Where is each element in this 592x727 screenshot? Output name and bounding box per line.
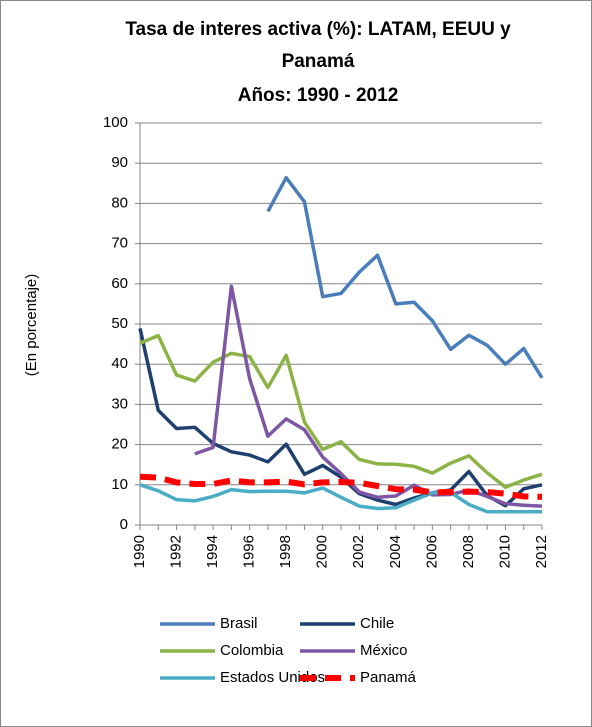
y-tick-label: 90 [111, 154, 128, 171]
chart-subtitle: Años: 1990 - 2012 [237, 85, 399, 106]
series-line [266, 175, 544, 379]
x-tick-label: 2000 [314, 535, 331, 568]
y-tick-label: 80 [111, 194, 128, 211]
x-tick-label: 1998 [277, 535, 294, 568]
y-tick-label: 60 [111, 275, 128, 292]
legend-label: Estados Unidos [220, 669, 325, 686]
x-tick-label: 1996 [241, 535, 258, 568]
y-tick-label: 50 [111, 315, 128, 332]
x-tick-label: 2004 [387, 535, 404, 568]
legend-label: Chile [360, 615, 394, 632]
legend-label: Panamá [360, 669, 417, 686]
legend-label: Colombia [220, 642, 284, 659]
series-line [194, 284, 543, 508]
series-line [139, 473, 543, 500]
series-line [139, 333, 543, 489]
series-line [139, 483, 542, 514]
x-tick-label: 1992 [168, 535, 185, 568]
y-tick-label: 20 [111, 436, 128, 453]
y-tick-label: 0 [120, 516, 128, 533]
x-tick-label: 2012 [533, 535, 550, 568]
y-tick-label: 40 [111, 355, 128, 372]
x-tick-label: 1990 [131, 535, 148, 568]
y-axis-label: (En porcentaje) [23, 274, 40, 377]
chart-title: Tasa de interes activa (%): LATAM, EEUU … [125, 19, 511, 72]
x-tick-label: 2008 [460, 535, 477, 568]
y-tick-label: 10 [111, 476, 128, 493]
x-tick-label: 2006 [423, 535, 440, 568]
y-tick-label: 30 [111, 395, 128, 412]
series-line [138, 328, 543, 508]
x-tick-label: 2002 [350, 535, 367, 568]
y-tick-label: 100 [103, 114, 128, 131]
x-tick-label: 1994 [204, 535, 221, 568]
x-tick-label: 2010 [496, 535, 513, 568]
legend-label: México [360, 642, 408, 659]
y-tick-label: 70 [111, 235, 128, 252]
legend-label: Brasil [220, 615, 258, 632]
